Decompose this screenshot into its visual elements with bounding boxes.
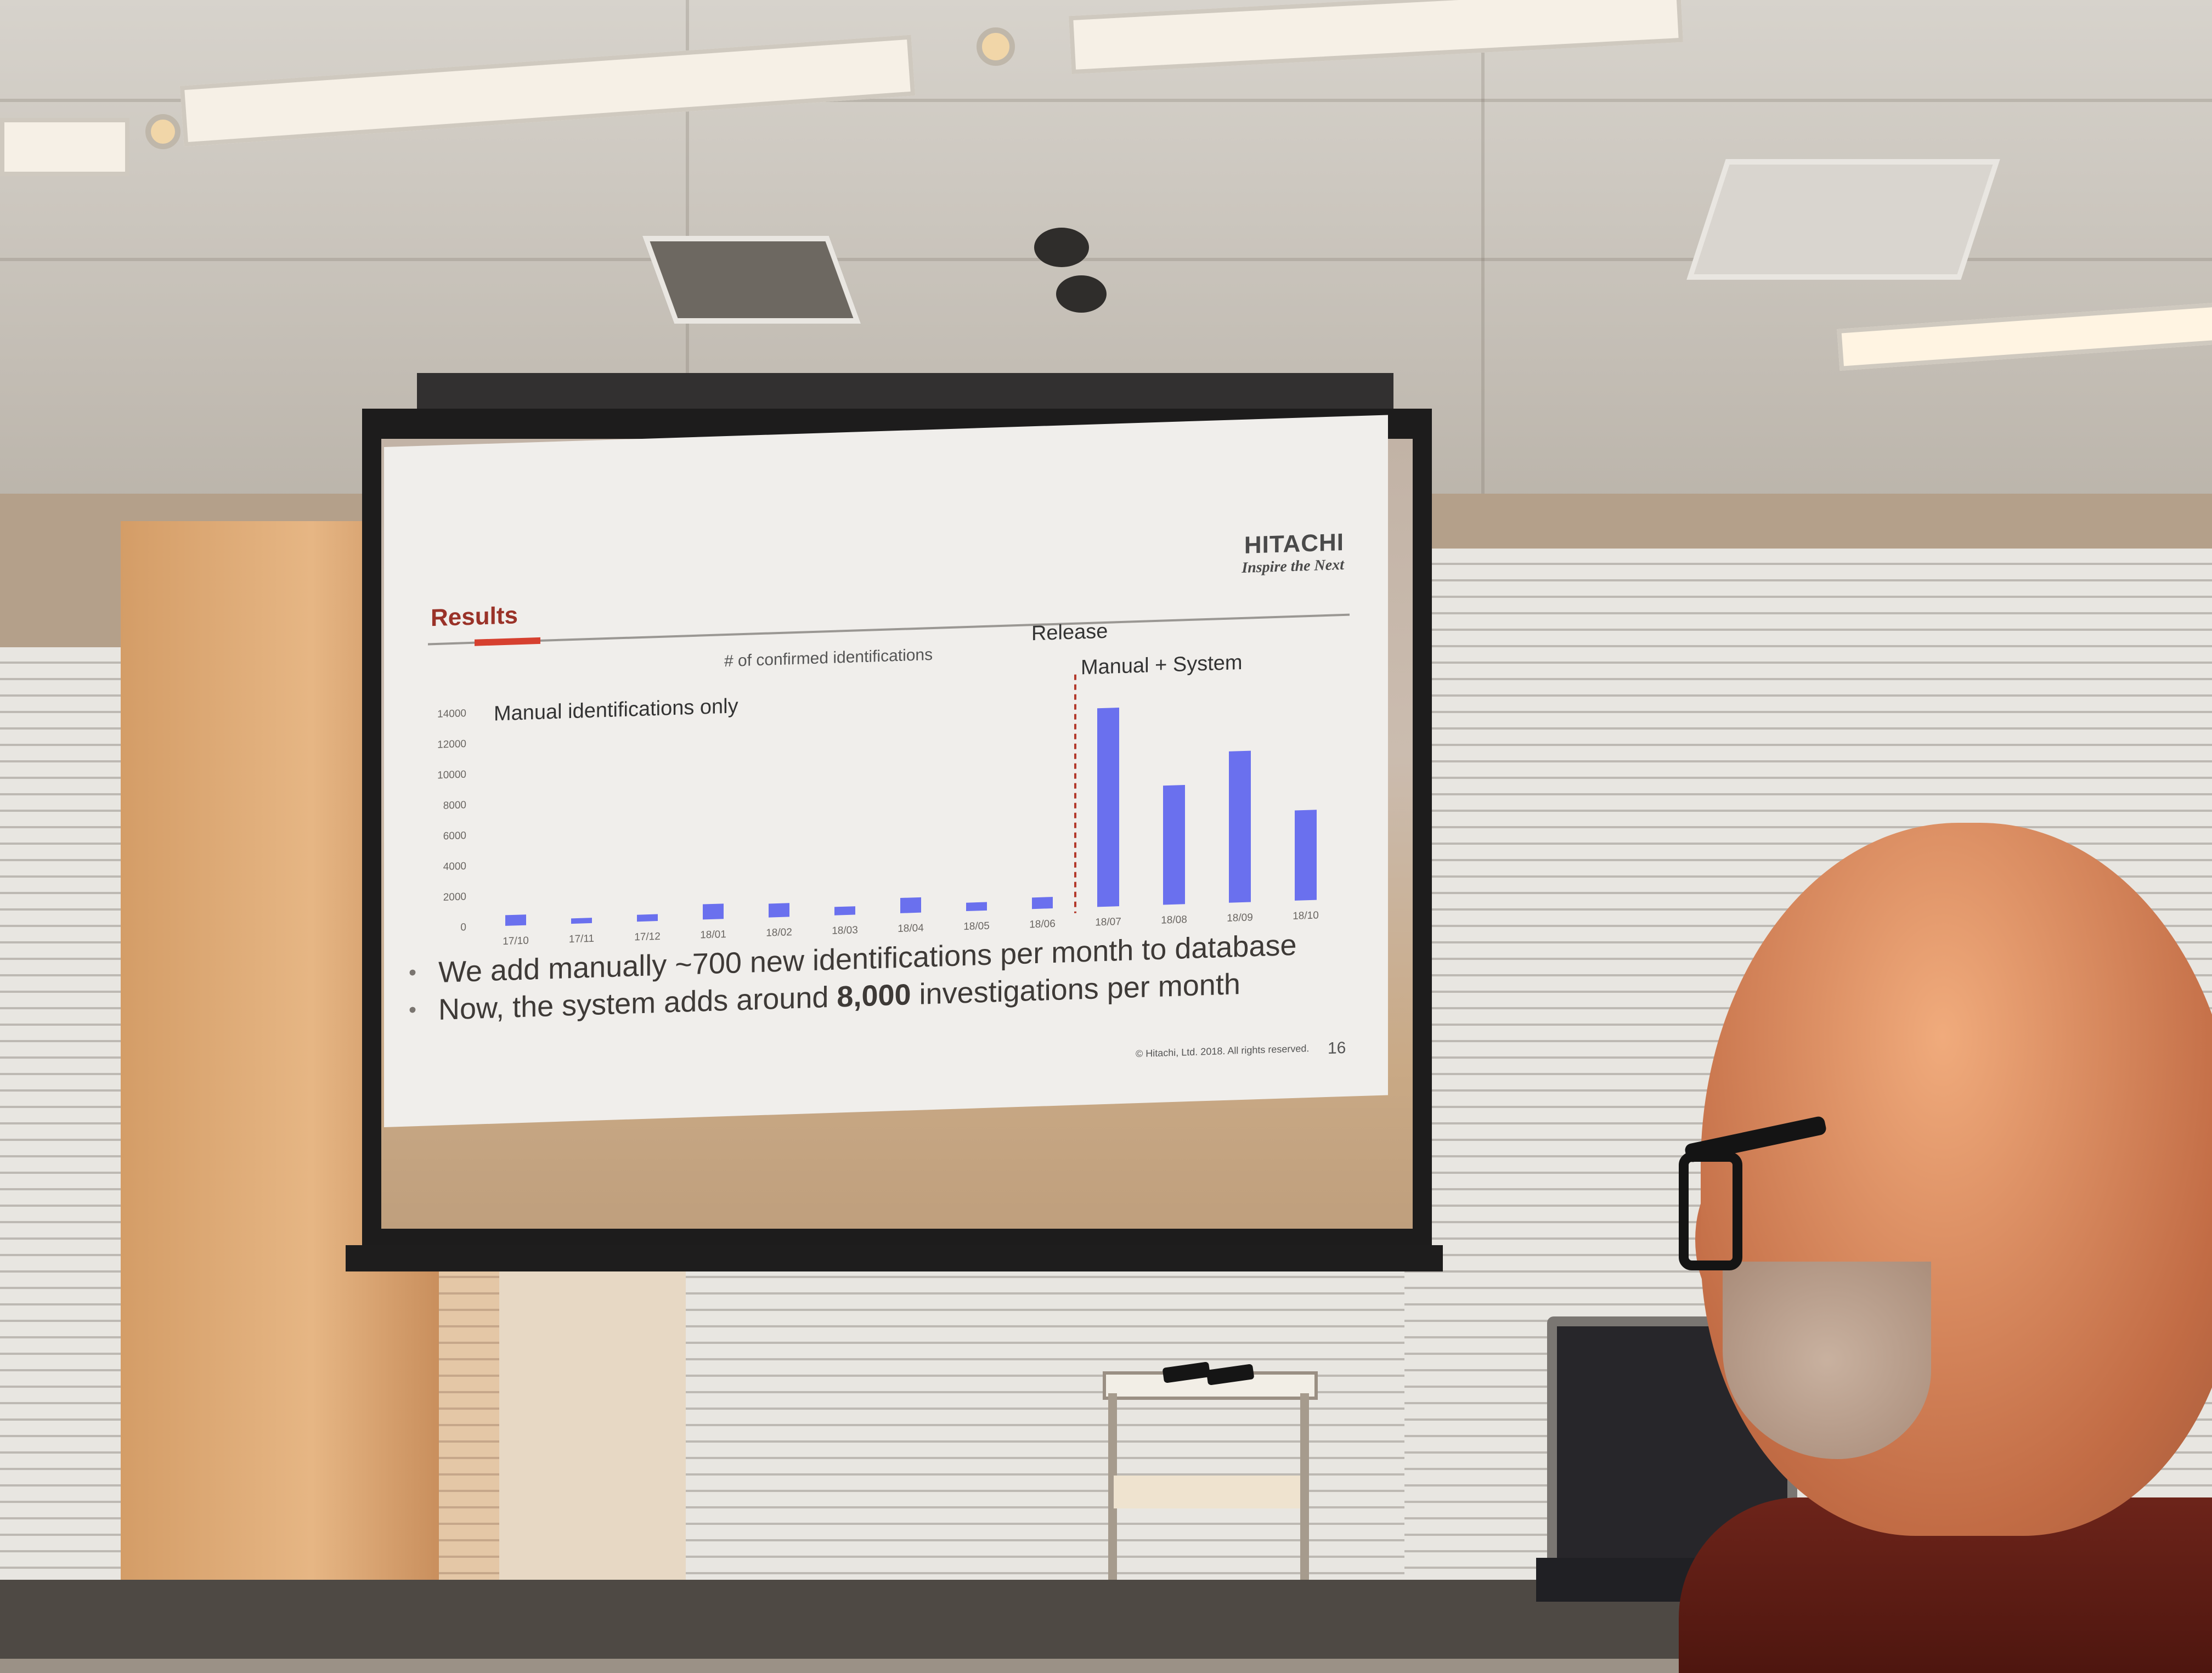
x-tick-label: 18/05 [963,920,990,933]
x-tick-label: 17/10 [503,935,529,948]
y-tick-label: 14000 [437,708,466,720]
chart-title: # of confirmed identifications [724,646,933,670]
person-beard [1723,1262,1931,1459]
x-tick-label: 18/03 [832,924,858,937]
bullet-marker: • [409,998,417,1022]
y-tick-label: 4000 [443,861,466,873]
chart-bar [571,918,592,924]
chart-bar [1295,810,1317,901]
x-tick-label: 18/06 [1029,918,1056,931]
presentation-slide: HITACHI Inspire the Next Results # of co… [384,415,1388,1128]
x-tick-label: 18/07 [1095,916,1121,929]
x-tick-label: 18/08 [1161,914,1187,926]
chart-bar [769,903,789,918]
x-tick-label: 18/10 [1293,909,1319,922]
chart-bar [637,914,658,922]
window-blinds [0,647,121,1580]
bar-chart: # of confirmed identifications 0 2000 4000 6… [437,620,1319,948]
period-label-right: Manual + System [1081,651,1243,679]
chart-bar [900,897,921,913]
chart-bar [703,903,724,920]
x-tick-label: 18/09 [1227,912,1253,924]
release-label: Release [1031,620,1108,645]
chart-bar [1229,750,1251,903]
security-camera [1034,228,1089,267]
y-tick-label: 10000 [437,769,466,782]
chart-bar [1163,784,1185,905]
y-tick-label: 12000 [437,738,466,751]
x-tick-label: 18/02 [766,926,792,939]
window-blinds [680,1262,1404,1580]
x-tick-label: 18/04 [898,923,924,935]
period-label-left: Manual identifications only [494,694,738,725]
projector-screen-case [417,373,1393,411]
bullet-emphasis: 8,000 [837,978,911,1014]
chart-bar [834,906,855,915]
y-tick-label: 8000 [443,799,466,811]
bullet-marker: • [409,960,417,985]
chart-bar [1097,707,1119,907]
ceiling-light-panel [0,118,129,176]
ceiling-downlight [977,27,1015,66]
ceiling-vent [642,236,861,324]
table-leg [1300,1393,1309,1580]
y-tick-label: 0 [460,922,466,933]
y-tick-label: 2000 [443,891,466,903]
footer-copyright: © Hitachi, Ltd. 2018. All rights reserve… [1136,1043,1310,1060]
x-tick-label: 17/11 [569,933,594,945]
table-leg [1108,1393,1117,1580]
x-tick-label: 18/01 [700,929,726,941]
chart-bar [966,902,987,912]
table-shelf [1114,1476,1300,1508]
chart-bar [505,914,526,926]
y-tick-label: 6000 [443,830,466,842]
projector-screen-bar [346,1245,1443,1271]
chart-bar [1032,897,1053,909]
eyeglasses-frame [1679,1152,1742,1270]
page-number: 16 [1328,1038,1346,1058]
ceiling-downlight [145,114,180,149]
security-camera [1056,275,1107,313]
ceiling-access-panel [1686,159,2000,280]
x-tick-label: 17/12 [634,931,661,943]
